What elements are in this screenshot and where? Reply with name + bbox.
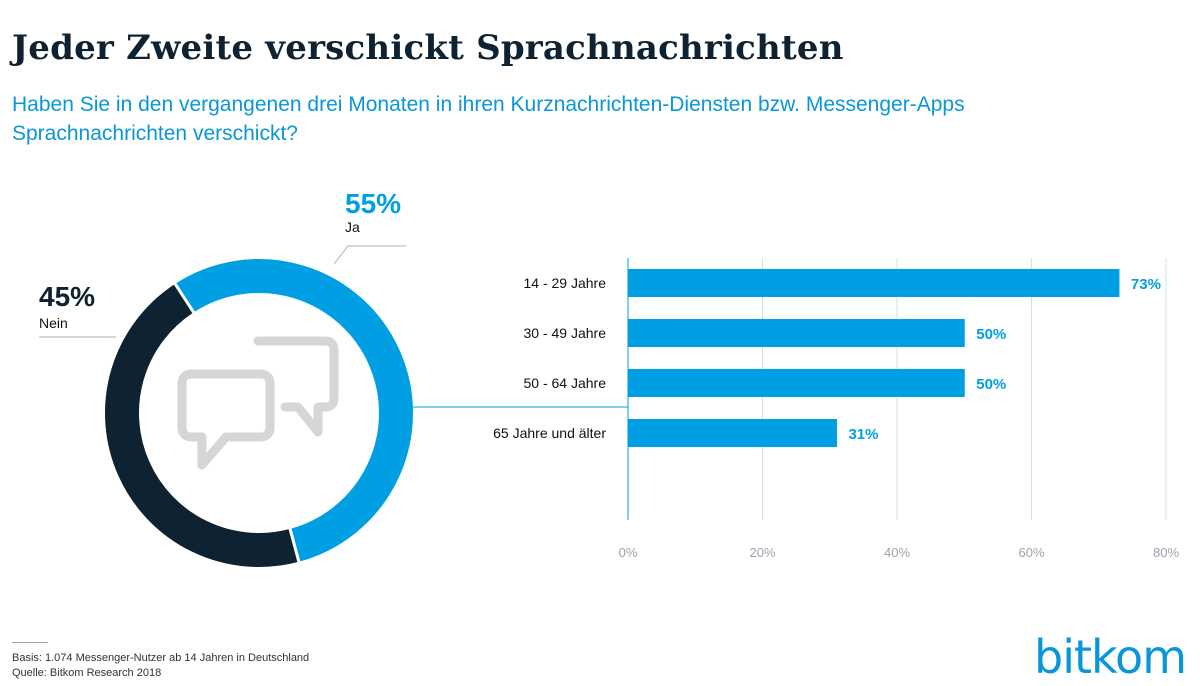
footer-divider xyxy=(12,642,48,643)
donut-slice-nein xyxy=(105,283,299,567)
speech-bubbles-icon xyxy=(177,336,339,470)
donut-separator xyxy=(288,527,301,564)
footer-source: Quelle: Bitkom Research 2018 xyxy=(12,667,162,679)
chart-canvas: 55%Ja 45% Nein 0% 20% 40% 60% 80% 14 - 29 Jahre 7… xyxy=(39,188,1179,567)
bar-3 xyxy=(628,419,837,447)
bar-category-label: 14 - 29 Jahre xyxy=(524,275,607,291)
speech-bubble-front xyxy=(177,369,275,470)
donut-slice-ja xyxy=(175,259,413,562)
bar-category-label: 50 - 64 Jahre xyxy=(524,375,607,391)
bar-value-label: 73% xyxy=(1131,276,1161,293)
footer-basis: Basis: 1.074 Messenger-Nutzer ab 14 Jahr… xyxy=(12,652,310,664)
bar-category-label: 30 - 49 Jahre xyxy=(524,325,607,341)
bar-value-label: 50% xyxy=(976,376,1006,393)
donut-label-ja: Ja xyxy=(345,219,360,235)
x-tick-label: 40% xyxy=(884,545,910,560)
donut-label-nein: Nein xyxy=(39,315,68,331)
bar-0 xyxy=(628,269,1120,297)
chart-subtitle: Haben Sie in den vergangenen drei Monate… xyxy=(12,93,965,145)
donut-separator xyxy=(173,282,196,315)
bitkom-logo: bitkom xyxy=(1034,630,1187,684)
bar-2 xyxy=(628,369,965,397)
speech-bubble-back xyxy=(253,336,339,437)
bar-value-label: 50% xyxy=(976,326,1006,343)
donut-value-nein: 45% xyxy=(39,281,95,312)
x-tick-label: 20% xyxy=(749,545,775,560)
leader-line-ja xyxy=(333,245,406,265)
bar-value-label: 31% xyxy=(848,426,878,443)
bar-category-label: 65 Jahre und älter xyxy=(493,425,606,441)
x-tick-label: 60% xyxy=(1018,545,1044,560)
x-tick-label: 0% xyxy=(619,545,638,560)
x-tick-label: 80% xyxy=(1153,545,1179,560)
bar-1 xyxy=(628,319,965,347)
donut-value-ja: 55% xyxy=(345,188,401,219)
chart-title: Jeder Zweite verschickt Sprachnachrichte… xyxy=(12,28,844,68)
